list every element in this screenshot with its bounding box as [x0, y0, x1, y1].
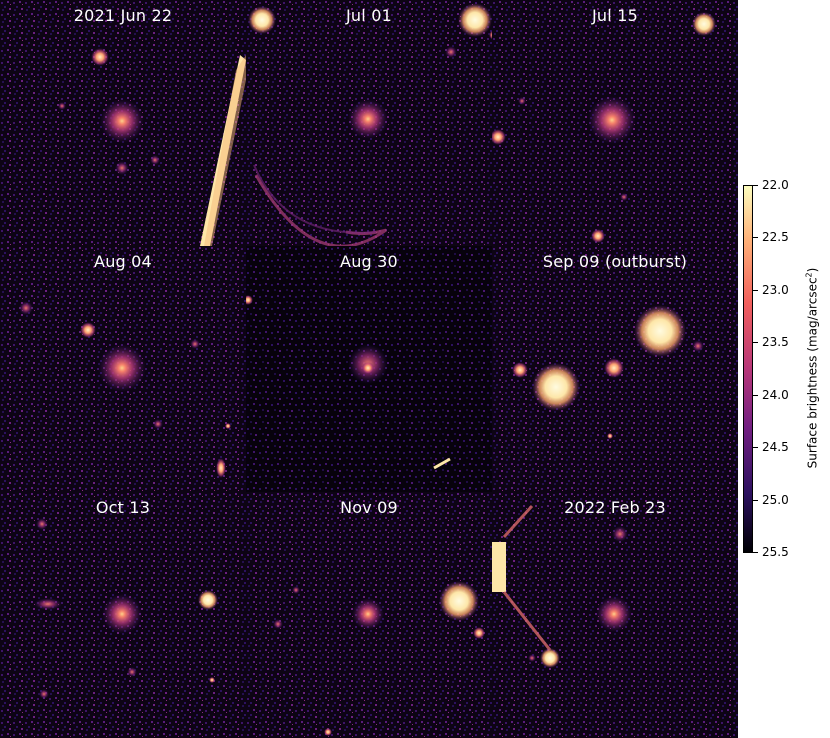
- colorbar: [743, 185, 753, 553]
- star-field: [246, 0, 492, 246]
- image-grid: 2021 Jun 22 Jul 01 Jul 15: [0, 0, 738, 738]
- colorbar-tick-label: 24.0: [762, 387, 789, 402]
- panel-label: Sep 09 (outburst): [542, 252, 688, 271]
- colorbar-tick-label: 25.0: [762, 492, 789, 507]
- panel-label: Nov 09: [340, 498, 398, 517]
- star-field: [492, 246, 738, 492]
- panel-aug-30: Aug 30: [246, 246, 492, 492]
- panel-aug-04: Aug 04: [0, 246, 246, 492]
- star-field: [0, 492, 246, 738]
- panel-2021-jun-22: 2021 Jun 22: [0, 0, 246, 246]
- colorbar-tick: [753, 394, 758, 396]
- star-field: [246, 246, 492, 492]
- colorbar-title: Surface brightness (mag/arcsec2): [804, 267, 820, 469]
- colorbar-tick-label: 24.5: [762, 440, 789, 455]
- panel-2022-feb-23: 2022 Feb 23: [492, 492, 738, 738]
- panel-nov-09: Nov 09: [246, 492, 492, 738]
- colorbar-tick: [753, 185, 758, 186]
- star-field: [492, 0, 738, 246]
- star-field: [0, 0, 246, 246]
- panel-sep-09-outburst: Sep 09 (outburst): [492, 246, 738, 492]
- colorbar-tick-label: 22.0: [762, 178, 789, 192]
- panel-label: Oct 13: [95, 498, 151, 517]
- colorbar-tick: [753, 342, 758, 344]
- panel-label: Aug 30: [340, 252, 398, 271]
- star-field: [0, 246, 246, 492]
- colorbar-tick: [753, 552, 758, 553]
- panel-label: Aug 04: [94, 252, 152, 271]
- panel-label: 2022 Feb 23: [564, 498, 666, 517]
- panel-label: 2021 Jun 22: [73, 6, 173, 25]
- star-field: [492, 492, 738, 738]
- panel-label: Jul 01: [346, 6, 392, 25]
- colorbar-tick: [753, 289, 758, 291]
- colorbar-tick: [753, 499, 758, 501]
- colorbar-tick-label: 23.0: [762, 282, 789, 297]
- panel-oct-13: Oct 13: [0, 492, 246, 738]
- colorbar-tick-label: 22.5: [762, 230, 789, 245]
- colorbar-tick: [753, 447, 758, 449]
- panel-label: Jul 15: [592, 6, 638, 25]
- panel-jul-01: Jul 01: [246, 0, 492, 246]
- colorbar-tick-label: 23.5: [762, 335, 789, 350]
- colorbar-tick-label: 25.5: [762, 545, 789, 559]
- star-field: [246, 492, 492, 738]
- colorbar-tick: [753, 237, 758, 239]
- panel-jul-15: Jul 15: [492, 0, 738, 246]
